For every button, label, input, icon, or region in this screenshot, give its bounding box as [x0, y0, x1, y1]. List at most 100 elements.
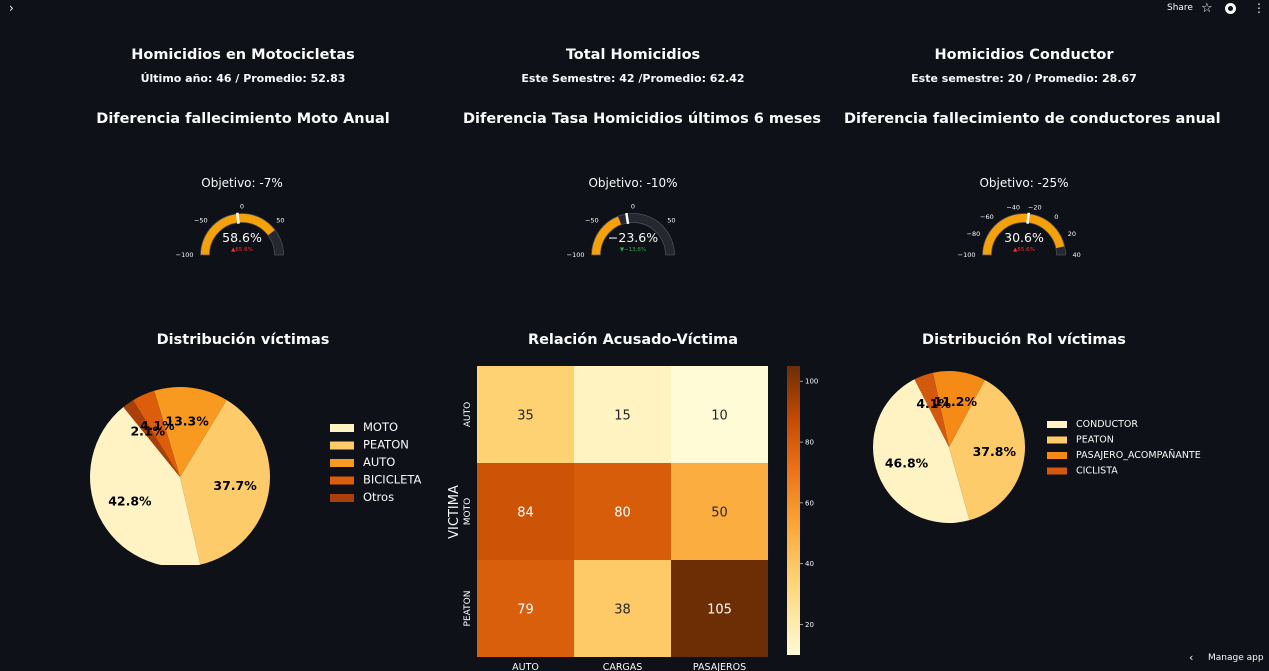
pie-labels: 46.8% 37.8% 11.2%4.1% — [885, 394, 1017, 471]
heatmap-ylabel: VICTIMA — [447, 485, 462, 539]
pie-slice — [914, 372, 949, 447]
legend-label: PASAJERO_ACOMPAÑANTE — [1076, 450, 1201, 461]
heatmap-cell — [671, 463, 768, 560]
heatmap-value: 10 — [711, 409, 728, 424]
gauge-value: 58.6% — [222, 230, 262, 245]
chevron-right-icon[interactable]: › — [9, 1, 14, 15]
legend-swatch — [330, 424, 354, 432]
gauge-outline — [591, 213, 675, 256]
gauge-bar — [591, 216, 622, 256]
heatmap-cell — [477, 560, 574, 657]
heatmap-cell — [477, 366, 574, 463]
star-icon[interactable]: ☆ — [1201, 1, 1213, 16]
heatmap-value: 80 — [614, 506, 631, 521]
heatmap-value: 105 — [707, 603, 732, 618]
metric-total: Total Homicidios Este Semestre: 42 /Prom… — [483, 47, 783, 85]
legend-swatch — [1047, 452, 1067, 459]
gauge-tick-label: −100 — [567, 251, 585, 259]
pie-slice — [154, 387, 227, 477]
share-button[interactable]: Share — [1167, 3, 1193, 13]
gauge-conductor: Objetivo: -25% −20 0 20 40 −40 −60 −80 −100 30.… — [958, 176, 1081, 259]
gauge-outline — [200, 213, 284, 256]
colorbar-ticks: 20 40 60 80 100 — [800, 378, 818, 629]
gauge-tick-label: 40 — [1073, 251, 1081, 259]
metric-title: Homicidios Conductor — [934, 47, 1114, 63]
pie-slice-label: 42.8% — [108, 494, 152, 509]
pie-slice-label: 37.8% — [973, 444, 1017, 459]
heatmap-row-labels: AUTO MOTO PEATON — [463, 402, 473, 627]
gauge-moto: Objetivo: -7% 0 50 −50 −100 58.6% ▲65.6% — [176, 176, 285, 259]
legend-swatch — [330, 494, 354, 502]
legend-label: AUTO — [363, 455, 395, 469]
pie-slice — [932, 370, 985, 447]
pie-slice-label: 37.7% — [213, 478, 257, 493]
pie-labels: 42.8% 37.7% 13.3%4.1%2.1% — [108, 414, 257, 509]
pie-slice-label: 4.1% — [140, 418, 175, 433]
gauge-tick-label: −50 — [194, 217, 208, 225]
gauge-tick-label: 50 — [276, 217, 284, 225]
pie-slice-label: 13.3% — [165, 414, 209, 429]
heatmap-values: 35 15 10 84 80 50 79 38 105 — [517, 409, 732, 618]
pie-slice-label: 11.2% — [934, 394, 978, 409]
gauge-tick-label: −100 — [176, 251, 194, 259]
gauge-title-moto: Diferencia fallecimiento Moto Anual — [96, 111, 390, 127]
metric-subtitle: Último año: 46 / Promedio: 52.83 — [140, 72, 346, 85]
metric-subtitle: Este semestre: 20 / Promedio: 28.67 — [911, 72, 1137, 85]
legend-label: PEATON — [363, 438, 409, 452]
gauge-title: Objetivo: -10% — [588, 176, 677, 190]
gauge-tick-label: 50 — [667, 217, 675, 225]
manage-app-button[interactable]: ‹ Manage app — [1183, 648, 1269, 670]
metric-title: Homicidios en Motocicletas — [131, 47, 355, 63]
gauge-threshold — [236, 212, 240, 224]
pie-slices — [90, 387, 270, 565]
heatmap-value: 15 — [614, 409, 631, 424]
gauge-bar — [982, 213, 1065, 256]
metric-title: Total Homicidios — [565, 47, 701, 63]
heatmap-cell — [671, 366, 768, 463]
metric-conductor: Homicidios Conductor Este semestre: 20 /… — [874, 47, 1174, 85]
pie-victimas: 42.8% 37.7% 13.3%4.1%2.1% MOTO PEATON AUTO BI… — [90, 387, 422, 565]
colorbar-tick-label: 100 — [805, 378, 818, 386]
colorbar-tick-label: 40 — [805, 560, 814, 568]
gauge-delta: ▲65.6% — [231, 247, 253, 253]
gauge-tick-label: 20 — [1068, 230, 1076, 238]
pie-slice — [123, 400, 180, 477]
gauge-value: 30.6% — [1004, 230, 1044, 245]
heatmap-cell — [574, 366, 671, 463]
pie-slice-label: 2.1% — [130, 423, 165, 438]
gauge-delta: ▲55.6% — [1013, 247, 1035, 253]
gauge-title: Objetivo: -7% — [201, 176, 283, 190]
manage-app-label: Manage app — [1208, 653, 1264, 663]
colorbar-tick-label: 80 — [805, 439, 814, 447]
legend-swatch — [330, 459, 354, 467]
gauge-bar — [200, 213, 276, 256]
kebab-icon[interactable]: ⋮ — [1253, 1, 1265, 15]
gauge-total: Objetivo: -10% 0 50 −50 −100 −23.6% ▼−13.6% — [567, 176, 678, 259]
legend-label: BICICLETA — [363, 473, 422, 487]
gauge-threshold — [625, 212, 630, 225]
legend-swatch — [1047, 467, 1067, 475]
heatmap-col-label: CARGAS — [603, 662, 643, 671]
gauge-outline — [982, 213, 1066, 256]
github-icon[interactable] — [1225, 3, 1236, 14]
heatmap-col-label: AUTO — [512, 662, 539, 671]
pie-slice — [873, 379, 970, 523]
pie-legend: CONDUCTOR PEATON PASAJERO_ACOMPAÑANTE CICLI… — [1047, 419, 1201, 477]
legend-label: Otros — [363, 490, 394, 504]
colorbar — [787, 366, 800, 655]
chevron-left-icon: ‹ — [1189, 651, 1194, 664]
legend-label: CICLISTA — [1076, 466, 1118, 477]
heatmap-cells — [477, 366, 768, 657]
pie-legend: MOTO PEATON AUTO BICICLETA Otros — [330, 420, 422, 504]
gauge-title-total: Diferencia Tasa Homicidios últimos 6 mes… — [463, 111, 821, 127]
pie-slice — [949, 379, 1025, 521]
heatmap-row-label: AUTO — [463, 402, 473, 427]
legend-swatch — [330, 476, 354, 485]
heatmap-title: Relación Acusado-Víctima — [527, 332, 739, 348]
gauge-tick-label: −40 — [1006, 204, 1020, 212]
gauge-tick-label: −80 — [967, 230, 981, 238]
heatmap-cell — [574, 463, 671, 560]
heatmap-cell — [574, 560, 671, 657]
heatmap-cell — [671, 560, 768, 657]
heatmap-value: 35 — [517, 409, 534, 424]
